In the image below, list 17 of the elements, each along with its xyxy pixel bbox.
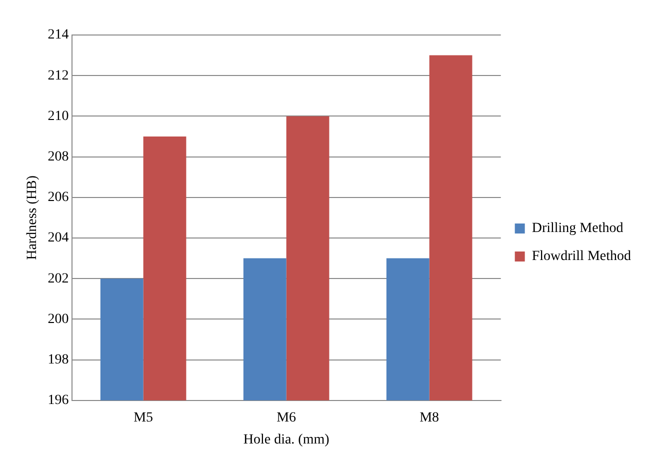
y-tick-label: 214 [48,28,69,43]
x-tick-label: M6 [276,410,296,426]
legend-label: Drilling Method [532,221,624,236]
x-tick-label: M5 [134,410,154,426]
legend-label: Flowdrill Method [532,249,632,264]
y-tick-label: 210 [48,108,69,124]
y-axis-title: Hardness (HB) [25,175,40,260]
y-tick-label: 208 [48,149,69,164]
y-tick-label: 200 [48,312,69,327]
x-axis-title: Hole dia. (mm) [243,432,330,448]
y-tick-label: 196 [48,393,69,408]
y-tick-label: 206 [48,190,69,206]
y-tick-label: 202 [48,271,69,286]
y-tick-label: 212 [48,68,69,84]
y-tick-label: 204 [48,230,69,246]
y-tick-label: 198 [48,352,69,368]
x-tick-label: M8 [420,410,440,426]
